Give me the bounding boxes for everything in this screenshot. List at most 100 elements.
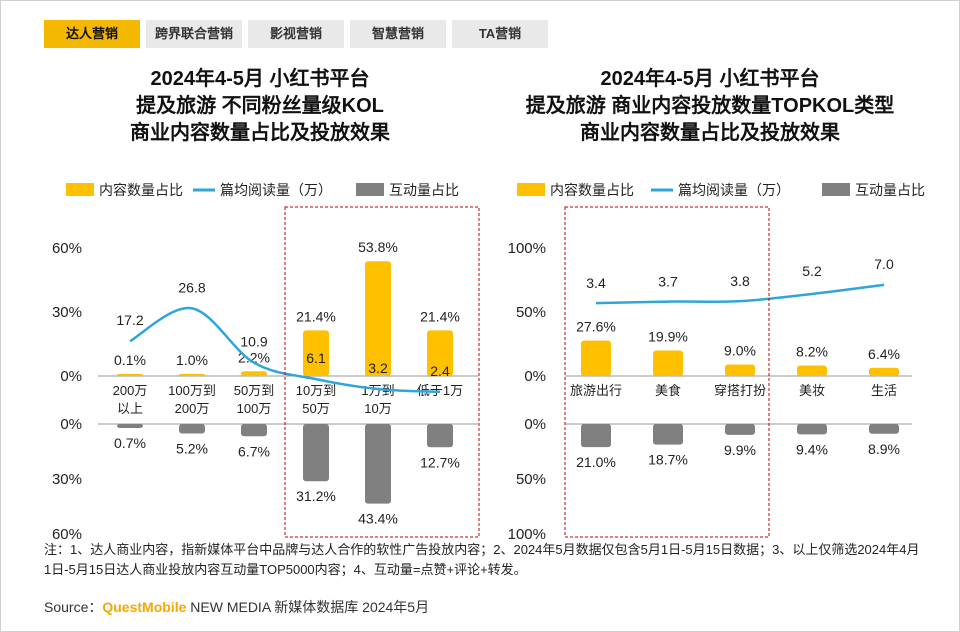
chart1-lower-tick: 0%	[60, 416, 82, 433]
chart2-upper-tick: 0%	[524, 368, 546, 385]
chart1-category-label: 50万	[302, 401, 329, 416]
chart1-lower-tick: 60%	[52, 526, 82, 543]
chart1-lower-tick: 30%	[52, 471, 82, 488]
chart2-reading-label: 3.8	[730, 273, 750, 289]
chart2-category-label: 穿搭打扮	[714, 383, 766, 398]
chart1-category-label: 以上	[117, 401, 143, 416]
chart1-category-label: 1万到	[361, 383, 394, 398]
tab-bar: 达人营销 跨界联合营销 影视营销 智慧营销 TA营销	[44, 20, 548, 48]
chart1-upper-tick: 60%	[52, 240, 82, 257]
chart2-interaction-bar-label: 21.0%	[576, 454, 616, 470]
chart-right-title-line3: 商业内容数量占比及投放效果	[580, 122, 840, 144]
source-line: Source：QuestMobile NEW MEDIA 新媒体数据库 2024…	[44, 597, 429, 617]
chart2-content-bar	[869, 367, 899, 376]
chart2-legend-bar-label: 内容数量占比	[550, 182, 634, 198]
chart2-content-bar	[797, 365, 827, 376]
chart1-reading-label: 6.1	[306, 350, 326, 366]
chart2-interaction-bar	[869, 424, 899, 434]
chart1-interaction-bar	[117, 424, 143, 428]
chart1-interaction-bar	[179, 424, 205, 434]
chart2-legend-bar-swatch	[517, 183, 545, 196]
footnote: 注：1、达人商业内容，指新媒体平台中品牌与达人合作的软性广告投放内容；2、202…	[44, 542, 920, 577]
chart2-reading-label: 3.4	[586, 275, 606, 291]
chart1-content-bar	[303, 330, 329, 376]
chart2-upper-tick: 100%	[508, 240, 546, 257]
chart1-legend-bar-swatch	[66, 183, 94, 196]
chart2-lower-tick: 50%	[516, 471, 546, 488]
tab-kol-marketing[interactable]: 达人营销	[44, 20, 140, 48]
chart-right-title-line1: 2024年4-5月 小红书平台	[600, 68, 820, 90]
chart1-interaction-bar	[365, 424, 391, 504]
chart-right-title: 2024年4-5月 小红书平台 提及旅游 商业内容投放数量TOPKOL类型 商业…	[490, 66, 930, 147]
chart1-legend-bar-label: 内容数量占比	[99, 182, 183, 198]
chart2-reading-line	[595, 283, 885, 305]
chart1-category-label: 100万	[237, 401, 272, 416]
chart2-legend-gray-swatch	[822, 183, 850, 196]
chart1-interaction-bar-label: 0.7%	[114, 435, 146, 451]
chart1-content-bar	[365, 261, 391, 376]
chart-left-title-line2: 提及旅游 不同粉丝量级KOL	[136, 95, 384, 117]
chart-left-title-line1: 2024年4-5月 小红书平台	[150, 68, 370, 90]
chart1-legend-gray-label: 互动量占比	[389, 182, 459, 198]
chart1-reading-label: 2.4	[430, 363, 450, 379]
chart1-interaction-bar	[303, 424, 329, 482]
tab-crossover-marketing[interactable]: 跨界联合营销	[146, 20, 242, 48]
chart1-category-label: 10万到	[296, 383, 336, 398]
tab-ta-marketing[interactable]: TA营销	[452, 20, 548, 48]
chart2-lower-tick: 100%	[508, 526, 546, 543]
chart2-content-bar	[725, 364, 755, 376]
tab-film-marketing[interactable]: 影视营销	[248, 20, 344, 48]
chart2-category-label: 旅游出行	[570, 383, 622, 398]
chart1-legend-line-label: 篇均阅读量（万）	[220, 182, 332, 198]
chart2-content-bar-label: 8.2%	[796, 344, 828, 360]
chart1-reading-line	[129, 307, 441, 394]
chart2-interaction-bar-label: 9.4%	[796, 441, 828, 457]
chart2-highlight-box	[564, 206, 770, 538]
chart2-reading-label: 7.0	[874, 256, 894, 272]
chart2-legend-gray-label: 互动量占比	[855, 182, 925, 198]
chart2-legend-line-label: 篇均阅读量（万）	[678, 182, 790, 198]
chart1-upper-tick: 30%	[52, 304, 82, 321]
chart2-interaction-bar	[797, 424, 827, 435]
chart1-content-bar-label: 2.2%	[238, 349, 270, 365]
chart2-category-label: 美食	[655, 383, 681, 398]
chart2-content-bar-label: 6.4%	[868, 346, 900, 362]
chart1-content-bar	[117, 374, 143, 376]
chart2-lower-tick: 0%	[524, 416, 546, 433]
chart2-reading-label: 5.2	[802, 263, 822, 279]
chart1-category-label: 200万	[175, 401, 210, 416]
chart2-content-bar-label: 27.6%	[576, 319, 616, 335]
chart1-interaction-bar	[241, 424, 267, 437]
chart1-content-bar-label: 21.4%	[420, 308, 460, 324]
chart1-content-bar	[179, 373, 205, 376]
chart1-highlight-box	[284, 206, 480, 538]
chart1-content-bar	[427, 330, 453, 376]
chart1-category-label: 10万	[364, 401, 391, 416]
chart1-interaction-bar-label: 5.2%	[176, 441, 208, 457]
chart1-reading-label: 17.2	[116, 312, 143, 328]
chart-right-title-line2: 提及旅游 商业内容投放数量TOPKOL类型	[525, 95, 895, 117]
chart1-content-bar	[241, 371, 267, 376]
chart2-content-bar	[653, 350, 683, 376]
chart1-interaction-bar-label: 31.2%	[296, 488, 336, 504]
chart1-reading-label: 10.9	[240, 334, 267, 350]
chart2-category-label: 生活	[871, 383, 897, 398]
tab-smart-marketing[interactable]: 智慧营销	[350, 20, 446, 48]
chart2-interaction-bar-label: 18.7%	[648, 452, 688, 468]
chart1-content-bar-label: 1.0%	[176, 352, 208, 368]
chart1-reading-label: 26.8	[178, 279, 205, 295]
chart1-category-label: 低于1万	[417, 383, 463, 398]
chart1-reading-label: 3.2	[368, 360, 388, 376]
chart2-interaction-bar	[653, 424, 683, 445]
chart1-content-bar-label: 21.4%	[296, 308, 336, 324]
chart2-interaction-bar-label: 9.9%	[724, 442, 756, 458]
chart2-interaction-bar	[725, 424, 755, 435]
chart2-content-bar-label: 9.0%	[724, 342, 756, 358]
chart2-interaction-bar	[581, 424, 611, 448]
chart1-upper-tick: 0%	[60, 368, 82, 385]
chart2-content-bar-label: 19.9%	[648, 329, 688, 345]
chart1-interaction-bar	[427, 424, 453, 448]
chart1-content-bar-label: 0.1%	[114, 352, 146, 368]
chart1-legend-gray-swatch	[356, 183, 384, 196]
chart1-interaction-bar-label: 12.7%	[420, 454, 460, 470]
